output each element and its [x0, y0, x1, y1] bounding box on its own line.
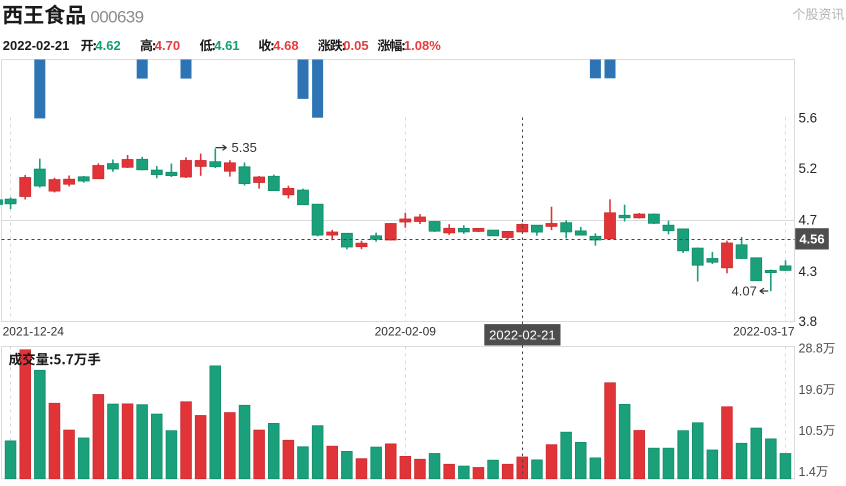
svg-text:5.6: 5.6: [799, 110, 818, 125]
svg-text:4.3: 4.3: [799, 264, 818, 279]
svg-text:2022-02-09: 2022-02-09: [375, 325, 437, 339]
svg-text:1.08%: 1.08%: [404, 38, 441, 53]
svg-text:2022-03-17: 2022-03-17: [733, 325, 795, 339]
svg-text:28.8: 28.8: [799, 342, 823, 356]
svg-text:5.2: 5.2: [799, 161, 818, 176]
svg-text:2022-02-21: 2022-02-21: [489, 327, 556, 342]
svg-text:1.4: 1.4: [799, 465, 816, 479]
svg-text:4.68: 4.68: [273, 38, 298, 53]
svg-text:3.8: 3.8: [799, 314, 818, 329]
svg-text:5.35: 5.35: [232, 140, 257, 155]
svg-text:4.70: 4.70: [155, 38, 180, 53]
svg-text:000639: 000639: [90, 7, 143, 26]
svg-text:4.62: 4.62: [95, 38, 120, 53]
svg-text:4.56: 4.56: [799, 232, 824, 247]
svg-text:10.5: 10.5: [799, 424, 823, 438]
svg-text:4.7: 4.7: [799, 212, 818, 227]
svg-text:4.07: 4.07: [732, 284, 757, 299]
svg-text:4.61: 4.61: [214, 38, 239, 53]
svg-text:19.6: 19.6: [799, 383, 823, 397]
svg-text:0.05: 0.05: [343, 38, 368, 53]
svg-text:2021-12-24: 2021-12-24: [3, 325, 65, 339]
svg-text:2022-02-21: 2022-02-21: [3, 38, 70, 53]
